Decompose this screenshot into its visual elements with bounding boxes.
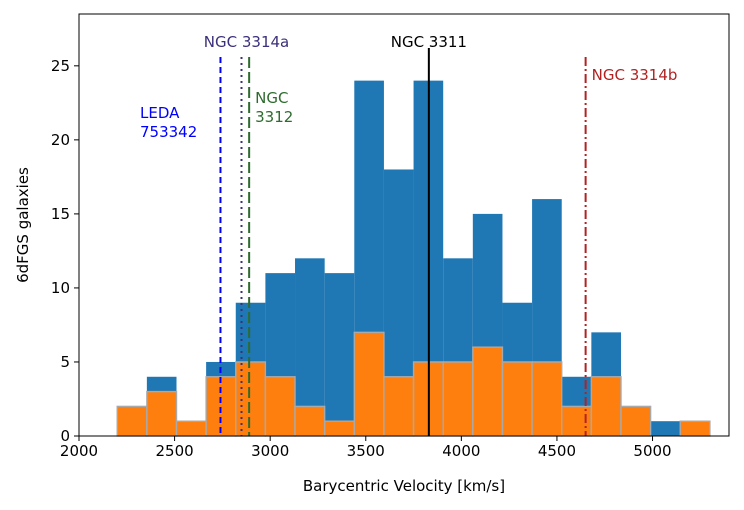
x-tick-label: 4500 <box>538 442 576 460</box>
y-tick-label: 10 <box>51 279 70 297</box>
y-tick-label: 15 <box>51 205 70 223</box>
series-1-bar-19 <box>650 421 681 436</box>
series-2-bar-7 <box>294 405 326 437</box>
series-2-bar-16 <box>561 405 593 437</box>
y-axis-ticks: 0 5 10 15 20 25 <box>51 57 79 445</box>
y-tick-label: 20 <box>51 131 70 149</box>
series-2-bar-2 <box>146 390 178 437</box>
reference-label-5: NGC 3314b <box>592 66 678 84</box>
series-2-bar-17 <box>590 376 622 437</box>
reference-lines: LEDA 753342 NGC 3314a NGC 3312 NGC 3311 NGC 33… <box>140 33 677 436</box>
x-tick-label: 2000 <box>60 442 98 460</box>
y-tick-label: 5 <box>60 353 70 371</box>
x-tick-label: 3500 <box>347 442 385 460</box>
series-2-bar-3 <box>175 420 207 437</box>
reference-label-4: NGC 3311 <box>391 33 467 51</box>
y-tick-label: 25 <box>51 57 70 75</box>
y-axis-label: 6dFGS galaxies <box>14 167 32 283</box>
x-tick-label: 3000 <box>251 442 289 460</box>
series-2-bar-20 <box>679 420 711 437</box>
reference-label-2: NGC 3314a <box>204 33 289 51</box>
reference-label-1: LEDA 753342 <box>140 104 197 141</box>
x-axis-label: Barycentric Velocity [km/s] <box>303 477 505 495</box>
x-tick-label: 4000 <box>442 442 480 460</box>
series-2-bar-14 <box>501 361 533 437</box>
series-2-bar-10 <box>383 376 415 437</box>
reference-label-3: NGC 3312 <box>255 89 293 126</box>
plot-frame <box>78 13 730 437</box>
series-2-bar-18 <box>620 405 652 437</box>
series-2-bar-12 <box>442 361 474 437</box>
x-axis-ticks: 2000 2500 3000 3500 4000 4500 5000 <box>60 436 672 460</box>
y-tick-label: 0 <box>60 427 70 445</box>
series-2-bar-8 <box>323 420 355 437</box>
series-2-bar-13 <box>472 346 504 437</box>
series-2-bars <box>116 331 711 437</box>
x-tick-label: 2500 <box>155 442 193 460</box>
series-2-bar-1 <box>116 405 148 437</box>
x-tick-label: 5000 <box>633 442 671 460</box>
series-2-bar-6 <box>264 376 296 437</box>
series-1-bar-8 <box>324 273 355 436</box>
series-2-bar-5 <box>235 361 267 437</box>
series-2-bar-15 <box>531 361 563 437</box>
series-2-bar-9 <box>353 331 385 437</box>
